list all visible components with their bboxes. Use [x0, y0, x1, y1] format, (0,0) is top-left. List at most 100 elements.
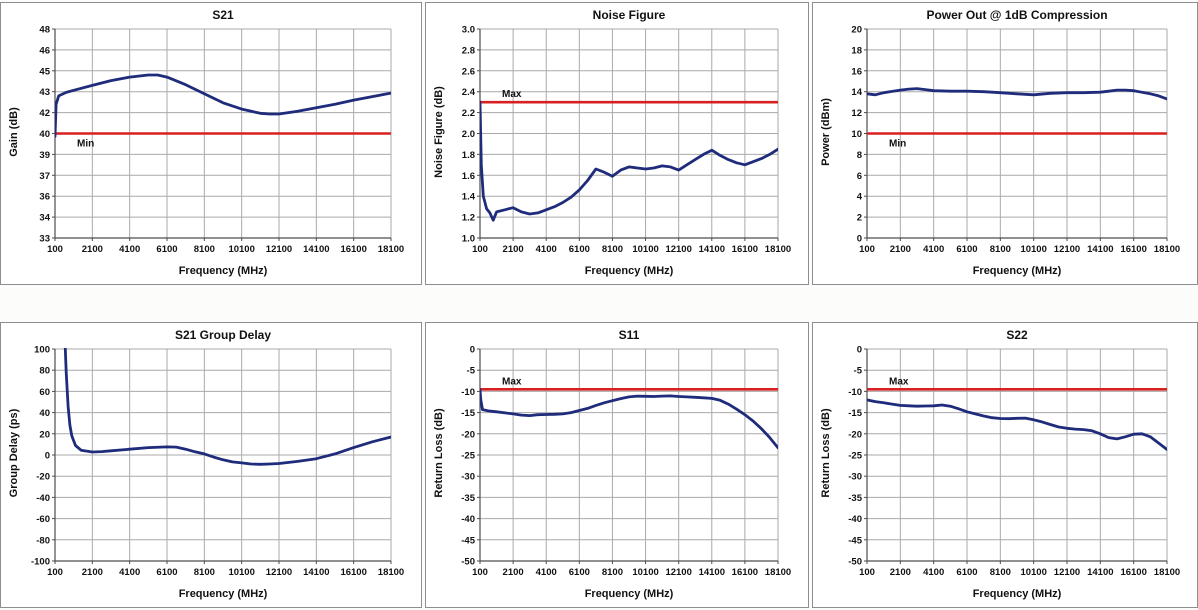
y-axis-title: Gain (dB) [8, 106, 20, 157]
y-tick-label: -20 [461, 429, 475, 440]
y-tick-label: -50 [848, 557, 862, 568]
chart-canvas: 100 2100 4100 6100 8100 10100 12100 14100 16100 1… [851, 25, 1180, 256]
x-tick-label: 100 [47, 244, 63, 255]
y-tick-label: 0 [857, 234, 862, 245]
x-tick-label: 16100 [1120, 244, 1146, 255]
y-tick-label: 1.4 [462, 192, 476, 203]
x-tick-label: 6100 [956, 567, 977, 578]
x-tick-label: 14100 [1087, 244, 1113, 255]
x-tick-label: 2100 [503, 567, 524, 578]
chart-canvas: 100 2100 4100 6100 8100 10100 12100 14100 16100 1… [848, 345, 1180, 579]
x-tick-label: 4100 [923, 244, 944, 255]
chart-panel-noise-figure: Noise Figure Noise Figure (dB) Frequency… [425, 2, 809, 285]
x-tick-label: 16100 [732, 244, 758, 255]
data-curve [480, 100, 778, 222]
y-tick-label: -40 [848, 514, 862, 525]
y-tick-label: 14 [851, 87, 862, 98]
y-tick-label: 43 [39, 87, 50, 98]
y-tick-label: 40 [39, 408, 50, 419]
y-tick-label: 1.6 [462, 171, 475, 182]
y-tick-label: -35 [848, 493, 862, 504]
y-tick-label: -25 [461, 451, 475, 462]
chart-panel-power-out: Power Out @ 1dB Compression Power (dBm) … [812, 2, 1198, 285]
x-tick-label: 8100 [194, 244, 215, 255]
x-tick-label: 4100 [119, 567, 140, 578]
y-tick-label: 18 [851, 45, 862, 56]
x-tick-label: 6100 [956, 244, 977, 255]
limit-label: Min [77, 139, 94, 150]
chart-canvas: 100 2100 4100 6100 8100 10100 12100 14100 16100 1… [39, 25, 404, 256]
y-tick-label: 2.8 [462, 45, 475, 56]
data-curve [867, 398, 1167, 451]
x-tick-label: 10100 [228, 567, 254, 578]
x-tick-label: 18100 [1154, 244, 1180, 255]
y-tick-label: 20 [39, 429, 50, 440]
x-tick-label: 6100 [156, 244, 177, 255]
y-tick-label: 20 [851, 25, 862, 36]
chart-title: Noise Figure [592, 8, 666, 22]
y-tick-label: 2.2 [462, 108, 475, 119]
x-tick-label: 18100 [765, 244, 791, 255]
y-tick-label: 80 [39, 366, 50, 377]
y-tick-label: 3.0 [462, 25, 475, 36]
y-tick-label: 1.8 [462, 150, 475, 161]
y-tick-label: 48 [39, 25, 50, 36]
x-tick-label: 8100 [602, 567, 623, 578]
x-tick-label: 2100 [503, 244, 524, 255]
y-tick-label: -15 [461, 408, 475, 419]
y-tick-label: 36 [39, 192, 50, 203]
y-tick-label: 39 [39, 150, 50, 161]
x-tick-label: 14100 [1087, 567, 1113, 578]
limit-label: Min [889, 139, 906, 150]
y-tick-label: -30 [848, 472, 862, 483]
chart-panel-s22: S22 Return Loss (dB) Frequency (MHz) 100… [812, 322, 1198, 608]
x-tick-label: 14100 [303, 244, 329, 255]
x-tick-label: 2100 [890, 244, 911, 255]
x-axis-title: Frequency (MHz) [972, 265, 1062, 277]
chart-panel-s21-group-delay: S21 Group Delay Group Delay (ps) Frequen… [0, 322, 422, 608]
y-tick-label: 2.0 [462, 129, 475, 140]
x-tick-label: 18100 [378, 244, 404, 255]
y-tick-label: 0 [45, 451, 50, 462]
x-tick-label: 16100 [732, 567, 758, 578]
y-tick-label: 0 [857, 345, 862, 356]
x-tick-label: 8100 [194, 567, 215, 578]
y-tick-label: 2.6 [462, 66, 475, 77]
x-tick-label: 16100 [340, 567, 366, 578]
y-tick-label: 4 [857, 192, 863, 203]
y-tick-label: -100 [31, 557, 50, 568]
y-axis-title: Noise Figure (dB) [433, 85, 445, 178]
y-tick-label: -40 [461, 514, 475, 525]
y-axis-title: Power (dBm) [820, 97, 832, 166]
y-tick-label: 2.4 [462, 87, 476, 98]
limit-label: Max [502, 376, 522, 387]
x-tick-label: 12100 [266, 244, 292, 255]
y-axis-title: Return Loss (dB) [820, 408, 832, 498]
y-tick-label: -50 [461, 557, 475, 568]
x-tick-label: 14100 [303, 567, 329, 578]
x-tick-label: 8100 [990, 567, 1011, 578]
y-tick-label: -45 [461, 535, 475, 546]
y-tick-label: 2 [857, 213, 862, 224]
chart-title: S21 Group Delay [174, 328, 272, 342]
limit-label: Max [502, 89, 522, 100]
x-tick-label: 16100 [1120, 567, 1146, 578]
x-tick-label: 100 [47, 567, 63, 578]
x-axis-title: Frequency (MHz) [972, 588, 1062, 600]
x-tick-label: 8100 [602, 244, 623, 255]
y-tick-label: -5 [467, 366, 476, 377]
y-tick-label: -5 [854, 366, 863, 377]
x-tick-label: 18100 [378, 567, 404, 578]
y-tick-label: -25 [848, 451, 862, 462]
chart-panel-s21: S21 Gain (dB) Frequency (MHz) 100 2100 410… [0, 2, 422, 285]
y-tick-label: -20 [848, 429, 862, 440]
data-curve [55, 73, 391, 138]
y-tick-label: 45 [39, 66, 50, 77]
x-tick-label: 16100 [340, 244, 366, 255]
x-tick-label: 8100 [990, 244, 1011, 255]
x-tick-label: 4100 [923, 567, 944, 578]
x-tick-label: 10100 [228, 244, 254, 255]
y-tick-label: 12 [851, 108, 862, 119]
y-tick-label: 34 [39, 213, 50, 224]
